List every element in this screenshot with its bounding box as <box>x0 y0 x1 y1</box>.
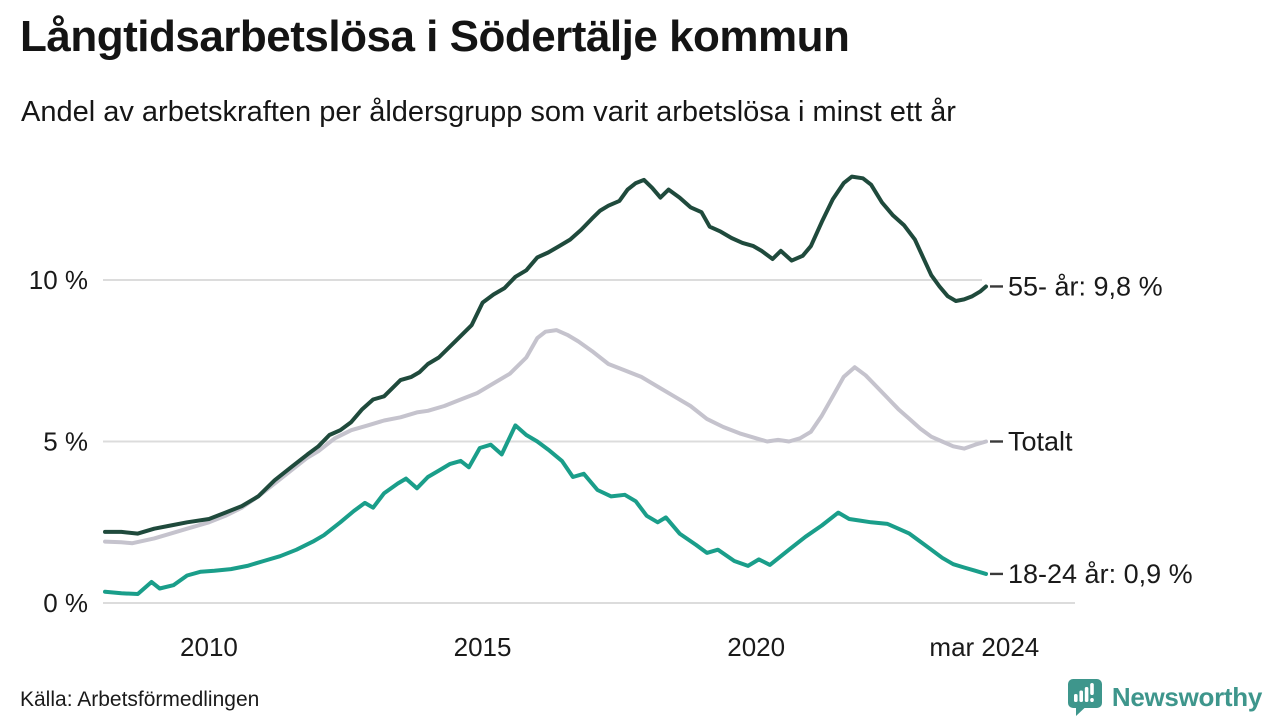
x-tick-label: 2020 <box>727 632 785 662</box>
page-subtitle: Andel av arbetskraften per åldersgrupp s… <box>21 96 956 128</box>
y-tick-label: 10 % <box>29 265 88 295</box>
x-tick-label: 2010 <box>180 632 238 662</box>
x-tick-label: mar 2024 <box>929 632 1039 662</box>
series-line-55- år <box>103 174 988 536</box>
y-tick-label: 0 % <box>43 588 88 618</box>
series-line-Totalt <box>103 328 988 546</box>
source-note: Källa: Arbetsförmedlingen <box>20 688 260 711</box>
series-line-18-24 år <box>103 423 988 596</box>
newsworthy-logo-icon <box>1067 679 1102 716</box>
newsworthy-wordmark: Newsworthy <box>1111 681 1262 712</box>
x-tick-label: 2015 <box>454 632 512 662</box>
series-end-label: Totalt <box>1008 427 1073 457</box>
series-end-label: 55- år: 9,8 % <box>1008 271 1163 301</box>
y-tick-label: 5 % <box>43 427 88 457</box>
series-end-label: 18-24 år: 0,9 % <box>1008 559 1193 589</box>
page-title: Långtidsarbetslösa i Södertälje kommun <box>20 12 850 61</box>
newsworthy-brand: Newsworthy <box>1066 678 1262 716</box>
